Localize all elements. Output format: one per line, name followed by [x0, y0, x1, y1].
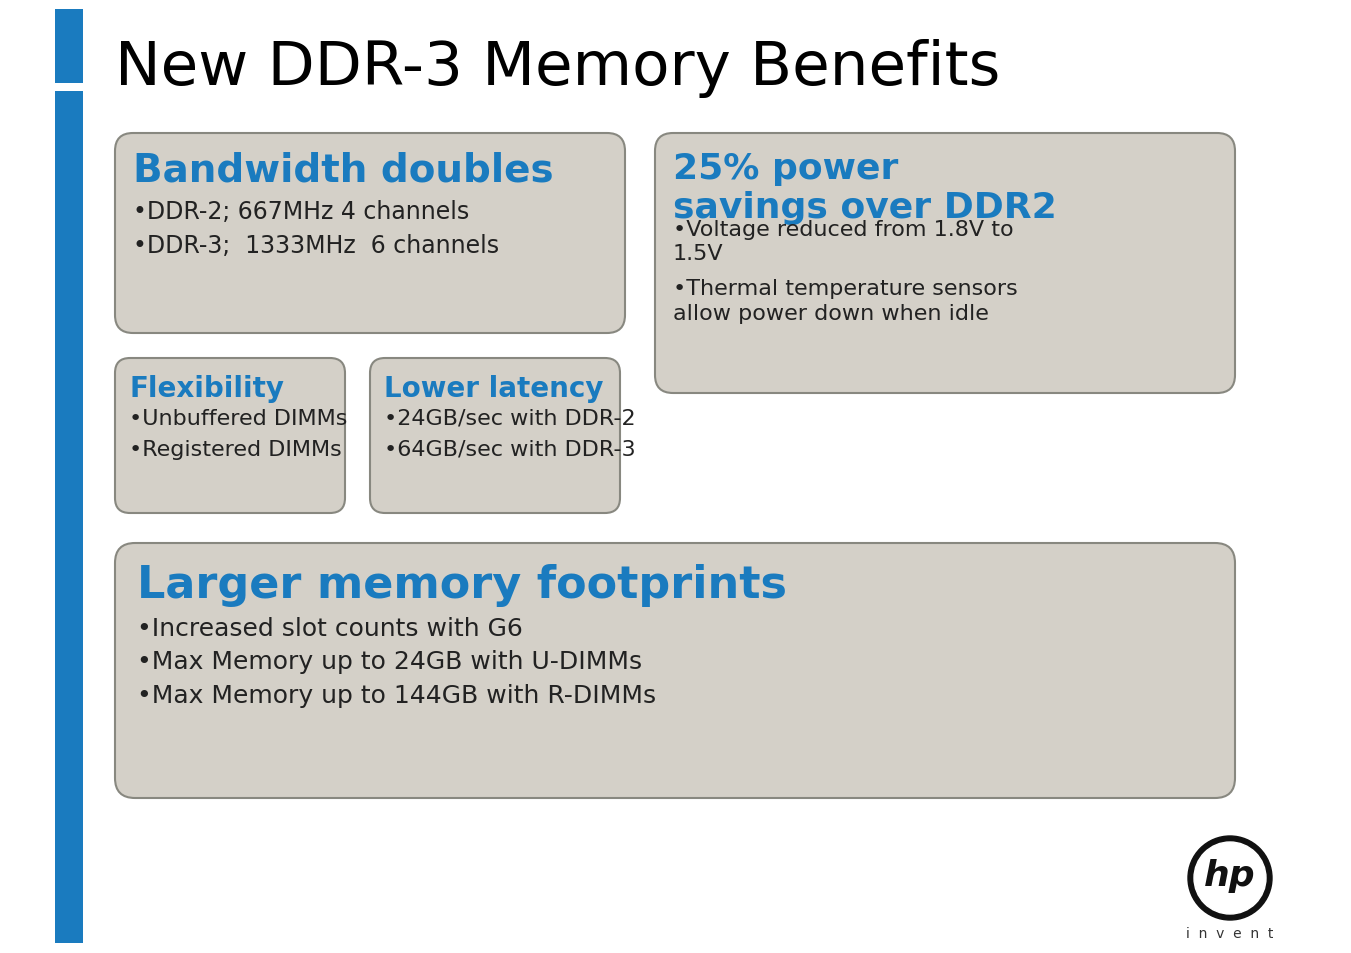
Text: •Increased slot counts with G6: •Increased slot counts with G6: [136, 617, 523, 640]
Text: Flexibility: Flexibility: [128, 375, 284, 402]
Text: 25% power
savings over DDR2: 25% power savings over DDR2: [673, 152, 1056, 225]
FancyBboxPatch shape: [55, 84, 82, 91]
FancyBboxPatch shape: [370, 358, 620, 514]
FancyBboxPatch shape: [115, 543, 1235, 799]
Text: Lower latency: Lower latency: [384, 375, 604, 402]
Text: hp: hp: [1204, 858, 1256, 892]
Text: •Max Memory up to 24GB with U-DIMMs: •Max Memory up to 24GB with U-DIMMs: [136, 650, 642, 674]
FancyBboxPatch shape: [655, 133, 1235, 394]
Text: •DDR-3;  1333MHz  6 channels: •DDR-3; 1333MHz 6 channels: [132, 233, 499, 258]
Text: •Unbuffered DIMMs: •Unbuffered DIMMs: [128, 409, 347, 429]
FancyBboxPatch shape: [55, 10, 82, 84]
Circle shape: [1188, 836, 1273, 920]
Text: •Voltage reduced from 1.8V to
1.5V: •Voltage reduced from 1.8V to 1.5V: [673, 219, 1013, 264]
Text: •24GB/sec with DDR-2: •24GB/sec with DDR-2: [384, 409, 635, 429]
Text: i  n  v  e  n  t: i n v e n t: [1186, 926, 1274, 940]
FancyBboxPatch shape: [55, 91, 82, 943]
Text: •64GB/sec with DDR-3: •64GB/sec with DDR-3: [384, 439, 635, 459]
Text: Bandwidth doubles: Bandwidth doubles: [132, 152, 554, 190]
Text: New DDR-3 Memory Benefits: New DDR-3 Memory Benefits: [115, 39, 1000, 98]
Text: •Registered DIMMs: •Registered DIMMs: [128, 439, 342, 459]
Text: •Thermal temperature sensors
allow power down when idle: •Thermal temperature sensors allow power…: [673, 279, 1017, 324]
FancyBboxPatch shape: [115, 133, 626, 334]
Text: Larger memory footprints: Larger memory footprints: [136, 563, 788, 606]
FancyBboxPatch shape: [115, 358, 345, 514]
Text: •DDR-2; 667MHz 4 channels: •DDR-2; 667MHz 4 channels: [132, 199, 469, 223]
Circle shape: [1194, 842, 1266, 914]
Text: •Max Memory up to 144GB with R-DIMMs: •Max Memory up to 144GB with R-DIMMs: [136, 683, 657, 707]
